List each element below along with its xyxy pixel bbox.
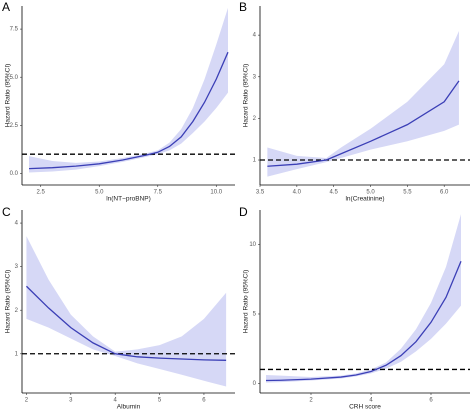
hazard-curve [265,261,462,382]
y-axis-label: Hazard Ratio (95%CI) [5,64,12,128]
x-tick-label: 10.0 [210,190,222,196]
panel-label: B [239,0,247,14]
y-tick-label: 3 [15,264,19,270]
y-tick-label: 10 [249,242,256,248]
y-tick-label: 3 [253,74,257,80]
x-tick-label: 4 [114,398,118,404]
x-tick-label: 7.5 [154,190,163,196]
x-tick-label: 2 [25,398,29,404]
hazard-curve [267,80,460,167]
y-tick-label: 7.5 [10,27,19,33]
x-tick-label: 5.5 [403,190,412,196]
hazard-curve [25,285,227,361]
x-tick-label: 3.5 [256,190,265,196]
y-tick-label: 0 [253,381,257,387]
panel-label: C [2,205,11,219]
y-axis-label: Hazard Ratio (95%CI) [5,270,12,334]
x-axis-label: CRH score [349,404,381,410]
x-axis-label: ln(NT−proBNP) [106,196,151,203]
y-tick-label: 1 [15,351,19,357]
y-axis-label: Hazard Ratio (95%CI) [243,270,250,334]
y-tick-label: 1 [253,158,257,164]
x-tick-label: 6.0 [440,190,449,196]
x-tick-label: 5.0 [95,190,104,196]
x-axis-label: Albumin [117,404,141,410]
x-tick-label: 3 [69,398,73,404]
x-tick-label: 6 [202,398,206,404]
confidence-band [26,236,227,387]
confidence-band [29,7,228,173]
x-tick-label: 2 [309,398,313,404]
y-tick-label: 0.0 [10,171,19,177]
panel-label: A [2,0,10,14]
y-tick-label: 2 [253,116,257,122]
x-tick-label: 5.0 [366,190,375,196]
panel-label: D [239,205,248,219]
x-tick-label: 4.0 [293,190,302,196]
x-axis-label: ln(Creatinine) [345,196,384,203]
x-tick-label: 5 [158,398,162,404]
confidence-band [266,214,461,383]
confidence-band [267,30,459,177]
x-tick-label: 2.5 [37,190,46,196]
y-tick-label: 2 [15,308,19,314]
y-tick-label: 2.5 [10,123,19,129]
y-tick-label: 4 [253,33,257,39]
hazard-curve [28,51,229,170]
x-tick-label: 4.5 [330,190,339,196]
y-axis-label: Hazard Ratio (95%CI) [243,64,250,128]
y-tick-label: 4 [15,221,19,227]
x-tick-label: 4 [369,398,373,404]
y-tick-label: 5 [253,312,257,318]
x-tick-label: 6 [429,398,433,404]
y-tick-label: 5.0 [10,75,19,81]
